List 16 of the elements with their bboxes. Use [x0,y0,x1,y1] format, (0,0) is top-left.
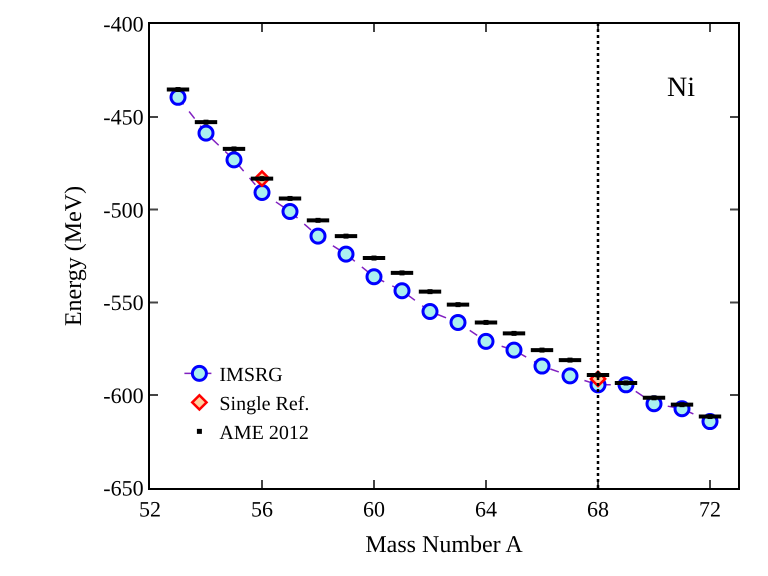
x-tick-label: 60 [363,496,385,522]
y-tick-label: -550 [103,290,144,316]
legend-label: AME 2012 [219,422,309,444]
x-axis-title: Mass Number A [365,532,524,558]
x-tick-label: 72 [699,496,721,522]
y-tick-label: -450 [103,104,144,130]
annotation: Ni [667,72,696,103]
legend-label: IMSRG [219,364,283,386]
x-tick-label: 64 [475,496,497,522]
x-tick-label: 56 [251,496,273,522]
y-tick-label: -500 [103,197,144,222]
y-tick-label: -400 [103,12,144,37]
x-tick-label: 68 [587,496,609,522]
y-axis-title: Energy (MeV) [60,186,87,326]
y-tick-label: -600 [103,382,144,408]
legend-label: Single Ref. [219,393,310,416]
